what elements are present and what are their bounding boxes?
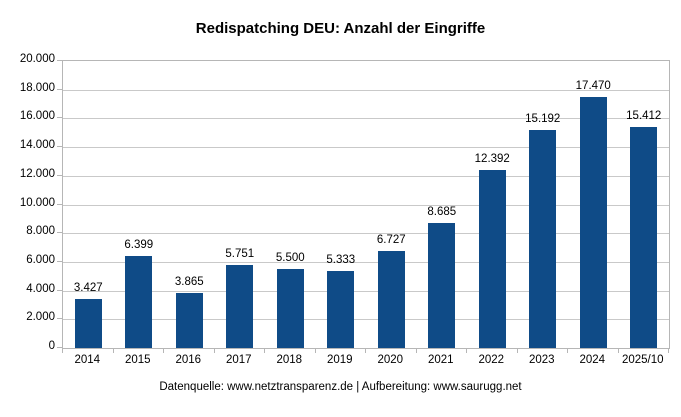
bar-value-label: 5.751 (225, 248, 255, 261)
y-axis-tick-mark (57, 289, 62, 291)
plot-area: 3.427 6.399 3.865 5.751 5.500 5.333 6.727 8.685… (62, 60, 670, 349)
bar-2019 (327, 271, 355, 348)
bar-value-label: 15.192 (525, 112, 561, 125)
bar-2016 (175, 292, 203, 348)
x-axis-tick-mark (668, 348, 669, 353)
y-axis-tick-mark (57, 146, 62, 148)
x-axis-tick-mark (163, 348, 164, 353)
x-axis-tick-mark (365, 348, 366, 353)
y-axis-tick-label: 20.000 (19, 53, 55, 65)
y-axis-tick-label: 12.000 (19, 167, 55, 180)
y-axis-tick-mark (57, 60, 62, 61)
gridline (63, 290, 669, 292)
bar-value-label: 12.392 (474, 153, 510, 166)
bar-2020 (377, 251, 405, 348)
bar-2024 (579, 97, 607, 348)
bar-2022 (478, 170, 506, 348)
bar-2025/10 (630, 126, 658, 348)
y-axis: 0 2.000 4.000 6.000 8.000 10.000 12.000 14.000 1… (0, 53, 55, 352)
x-axis-category-label: 2016 (175, 354, 202, 366)
gridline (63, 147, 669, 149)
y-axis-tick-label: 0 (48, 340, 55, 352)
y-axis-tick-label: 14.000 (19, 139, 55, 152)
x-axis-tick-mark (62, 348, 63, 353)
bar-value-label: 6.399 (124, 239, 154, 252)
gridline (63, 319, 669, 321)
x-axis-tick-mark (517, 348, 518, 353)
source-caption: Datenquelle: www.netztransparenz.de | Au… (159, 381, 522, 393)
bar-value-label: 3.865 (174, 275, 204, 288)
x-axis-tick-mark (466, 348, 467, 353)
y-axis-tick-mark (57, 232, 62, 234)
y-axis-tick-mark (57, 88, 62, 90)
gridline (63, 89, 669, 91)
y-axis-tick-mark (57, 347, 62, 348)
x-axis-tick-mark (264, 348, 265, 353)
x-axis-tick-mark (315, 348, 316, 353)
bar-2021 (428, 223, 456, 348)
gridline (63, 118, 669, 120)
y-axis-tick-mark (57, 260, 62, 262)
x-axis-category-label: 2018 (276, 354, 303, 366)
y-axis-tick-label: 10.000 (19, 196, 55, 209)
bar-value-label: 8.685 (427, 206, 457, 219)
x-axis-tick-mark (214, 348, 215, 353)
x-axis-category-label: 2019 (326, 354, 353, 366)
y-axis-tick-label: 4.000 (26, 282, 55, 295)
x-axis-tick-mark (113, 348, 114, 353)
x-axis-category-label: 2025/10 (621, 354, 664, 366)
y-axis-tick-label: 2.000 (26, 311, 55, 324)
y-axis-tick-label: 8.000 (26, 225, 55, 238)
x-axis-tick-mark (618, 348, 619, 353)
bar-2018 (276, 269, 304, 348)
x-axis-category-label: 2024 (579, 354, 606, 366)
x-axis-category-label: 2014 (74, 354, 101, 366)
x-axis-category-label: 2023 (528, 354, 555, 366)
y-axis-tick-mark (57, 174, 62, 176)
x-axis-category-label: 2017 (225, 354, 252, 366)
bar-2023 (529, 130, 557, 348)
bar-2015 (125, 256, 153, 348)
x-axis-category-label: 2020 (377, 354, 404, 366)
y-axis-tick-label: 6.000 (26, 253, 55, 266)
y-axis-tick-mark (57, 117, 62, 119)
y-axis-tick-label: 18.000 (19, 81, 55, 94)
x-axis-category-label: 2022 (478, 354, 505, 366)
y-axis-tick-label: 16.000 (19, 110, 55, 123)
x-axis: 2014 2015 2016 2017 2018 2019 2020 2021 2022 2023… (62, 354, 669, 370)
gridline (63, 175, 669, 177)
y-axis-tick-mark (57, 203, 62, 205)
x-axis-tick-mark (567, 348, 568, 353)
y-axis-tick-mark (57, 318, 62, 320)
gridline (63, 204, 669, 206)
bar-value-label: 5.333 (326, 254, 356, 267)
bar-value-label: 5.500 (275, 252, 305, 265)
x-axis-tick-mark (416, 348, 417, 353)
bar-value-label: 17.470 (575, 80, 611, 93)
bar-value-label: 6.727 (376, 234, 406, 247)
bar-2017 (226, 265, 254, 348)
x-axis-category-label: 2021 (427, 354, 454, 366)
chart-title: Redispatching DEU: Anzahl der Eingriffe (195, 20, 486, 37)
bar-value-label: 15.412 (626, 109, 662, 122)
gridline (63, 261, 669, 263)
gridline (63, 233, 669, 235)
bar-value-label: 3.427 (73, 281, 103, 294)
bar-2014 (74, 298, 102, 348)
x-axis-category-label: 2015 (124, 354, 151, 366)
